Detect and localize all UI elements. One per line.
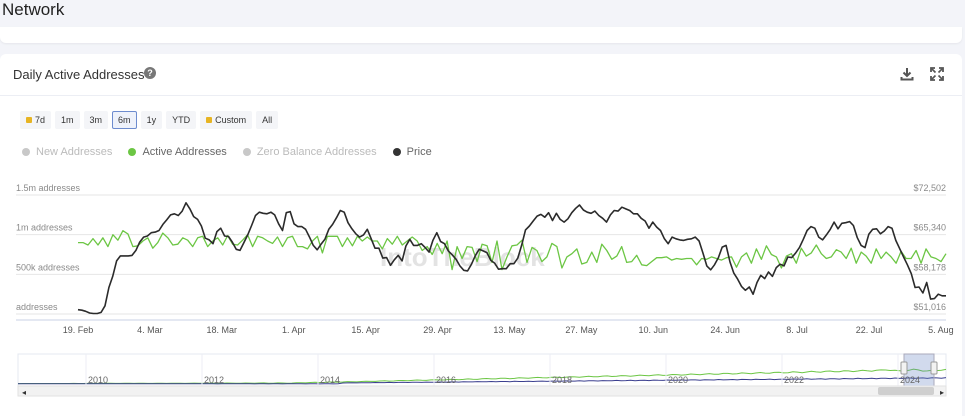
scroll-right-arrow-icon: ▸	[940, 388, 944, 397]
right-axis-tick: $51,016	[913, 302, 946, 312]
page-title: Network	[2, 0, 65, 19]
range-button-6m[interactable]: 6m	[112, 111, 137, 129]
x-axis-tick: 19. Feb	[63, 325, 94, 335]
range-button-label: 7d	[35, 115, 46, 125]
range-button-1m[interactable]: 1m	[55, 111, 80, 129]
range-button-label: YTD	[172, 115, 191, 125]
right-axis-tick: $58,178	[913, 262, 946, 272]
navigator-frame	[17, 353, 947, 387]
legend-item-zero-balance-addresses[interactable]: Zero Balance Addresses	[242, 146, 377, 158]
navigator-year-label: 2018	[552, 375, 572, 385]
range-button-all[interactable]: All	[256, 111, 279, 129]
navigator-year-label: 2016	[436, 375, 456, 385]
x-axis-tick: 27. May	[565, 325, 598, 335]
x-axis-tick: 22. Jul	[856, 325, 883, 335]
x-axis-tick: 29. Apr	[423, 325, 452, 335]
legend-item-new-addresses[interactable]: New Addresses	[22, 146, 112, 158]
left-axis-tick: 1m addresses	[16, 223, 73, 233]
x-axis-tick: 15. Apr	[351, 325, 380, 335]
x-axis-tick: 10. Jun	[638, 325, 668, 335]
header-divider	[0, 95, 962, 96]
range-button-3m[interactable]: 3m	[83, 111, 109, 129]
x-axis-tick: 8. Jul	[786, 325, 808, 335]
x-axis-tick: 13. May	[493, 325, 526, 335]
left-axis-tick: 500k addresses	[16, 262, 80, 272]
daily-active-addresses-card: Daily Active Addresses ? 7d 1m 3m 6m 1y YTD Cu…	[0, 54, 962, 416]
navigator-selection[interactable]	[903, 353, 935, 387]
navigator-price-line	[18, 377, 947, 385]
legend-item-price[interactable]: Price	[392, 146, 432, 158]
navigator-year-label: 2022	[784, 375, 804, 385]
series-line-price	[77, 202, 946, 315]
range-selector: 7d 1m 3m 6m 1y YTD Custom All	[20, 111, 279, 129]
x-axis-tick: 4. Mar	[137, 325, 163, 335]
legend-label: New Addresses	[36, 146, 113, 158]
right-axis-tick: $72,502	[913, 183, 946, 193]
legend-label: Price	[406, 146, 432, 158]
range-button-label: 6m	[118, 115, 131, 125]
lock-icon	[26, 117, 32, 123]
x-axis-tick: 1. Apr	[282, 325, 306, 335]
expand-icon[interactable]	[930, 67, 944, 81]
range-button-7d[interactable]: 7d	[20, 111, 52, 129]
x-axis-tick: 24. Jun	[710, 325, 740, 335]
legend-item-active-addresses[interactable]: Active Addresses	[128, 146, 227, 158]
navigator-year-label: 2010	[88, 375, 108, 385]
navigator-handle[interactable]	[930, 361, 938, 375]
chart-legend: New Addresses Active Addresses Zero Balanc…	[22, 146, 432, 158]
range-button-label: 1y	[146, 115, 157, 125]
download-icon[interactable]	[900, 67, 914, 81]
navigator-year-label: 2020	[668, 375, 688, 385]
x-axis-tick: 5. Aug	[928, 325, 954, 335]
main-chart: 1.5m addresses 1m addresses 500k addresses…	[16, 183, 954, 397]
legend-label: Active Addresses	[142, 146, 227, 158]
lock-icon	[206, 117, 213, 123]
question-circle-icon[interactable]: ?	[144, 67, 156, 79]
range-button-label: 1m	[61, 115, 74, 125]
navigator-year-label: 2024	[900, 375, 920, 385]
range-button-custom[interactable]: Custom	[200, 111, 253, 129]
navigator-active-line	[17, 368, 947, 385]
navigator-year-label: 2014	[320, 375, 340, 385]
range-button-label: 3m	[89, 115, 103, 125]
legend-marker	[242, 148, 251, 156]
navigator-year-label: 2012	[204, 375, 224, 385]
legend-marker	[22, 148, 30, 156]
right-axis-tick: $65,340	[913, 223, 946, 233]
scroll-left-arrow-icon: ◂	[22, 388, 26, 397]
series-line-active-addresses	[78, 230, 947, 271]
range-button-ytd[interactable]: YTD	[166, 111, 197, 129]
legend-marker	[128, 148, 137, 156]
left-axis-tick: 1.5m addresses	[16, 183, 81, 193]
range-button-label: Custom	[215, 115, 247, 125]
navigator-handle[interactable]	[900, 361, 908, 375]
left-axis-tick: addresses	[16, 302, 58, 312]
navigator-scrollbar-thumb[interactable]	[878, 387, 934, 395]
navigator-scrollbar-track	[17, 385, 947, 397]
legend-marker	[392, 148, 401, 156]
card-title: Daily Active Addresses	[13, 67, 145, 82]
watermark-logo: IntoTheBlock	[380, 242, 545, 272]
x-axis-tick: 18. Mar	[207, 325, 238, 335]
legend-label: Zero Balance Addresses	[256, 146, 377, 158]
range-button-1y[interactable]: 1y	[140, 111, 163, 129]
range-button-label: All	[262, 115, 273, 125]
previous-card-bottom	[0, 27, 962, 43]
